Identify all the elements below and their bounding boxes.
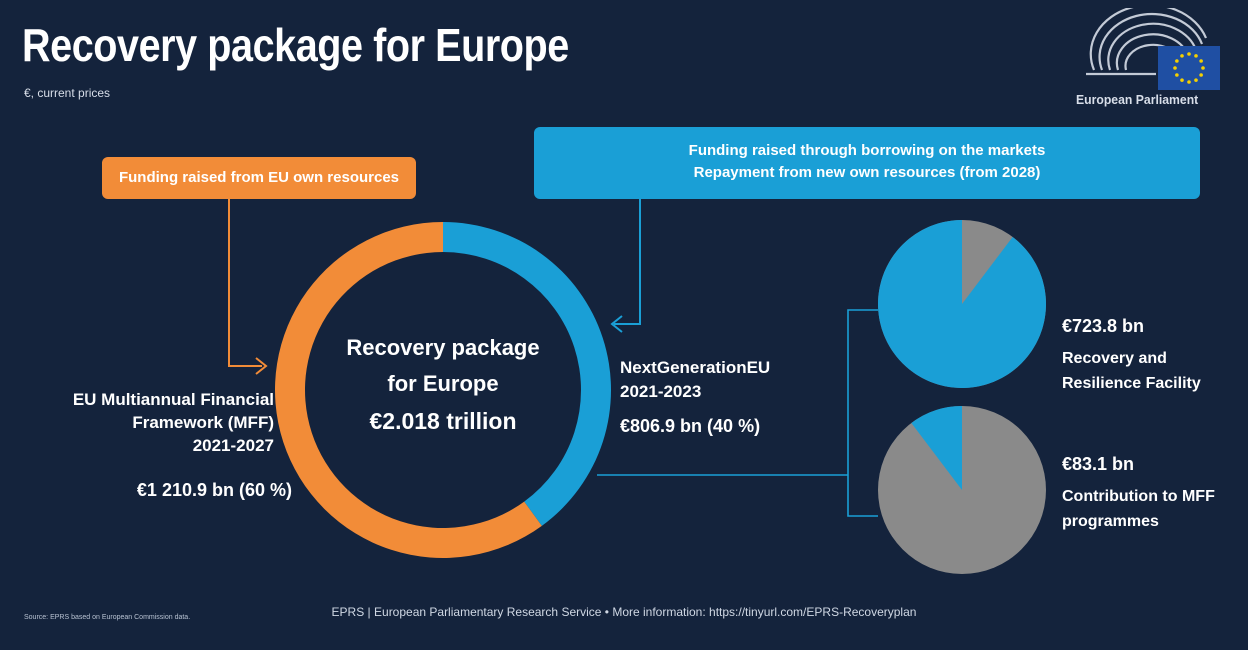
mff-label-line1: EU Multiannual Financial (72, 390, 274, 409)
donut-center-total: €2.018 trillion (369, 408, 517, 434)
donut-center-line2: for Europe (387, 371, 499, 396)
pie-connector (597, 309, 878, 517)
eu-star (1199, 73, 1203, 77)
own-resources-callout: Funding raised from EU own resources (102, 157, 416, 199)
logo-text: European Parliament (1076, 92, 1199, 107)
mff-contribution-pie-chart (878, 406, 1046, 574)
source-note: Source: EPRS based on European Commissio… (24, 614, 191, 621)
eu-star (1194, 54, 1198, 58)
eu-star (1187, 80, 1191, 84)
mff-label: EU Multiannual Financial Framework (MFF)… (40, 388, 274, 457)
page-subtitle: €, current prices (24, 86, 111, 100)
rrf-label-line1: Recovery and (1062, 350, 1167, 367)
borrowing-callout: Funding raised through borrowing on the … (534, 127, 1200, 199)
eu-star (1173, 66, 1177, 70)
mff-contribution-label-line1: Contribution to MFF (1062, 488, 1215, 505)
donut-center-label: Recovery package for Europe (333, 330, 553, 402)
ngeu-label-line1: NextGenerationEU (620, 358, 771, 377)
footer-credit: EPRS | European Parliamentary Research S… (331, 605, 917, 619)
donut-slice-ngeu (443, 222, 612, 526)
borrowing-callout-line2: Repayment from new own resources (from 2… (693, 164, 1041, 181)
pie-slice-highlight (878, 220, 1046, 388)
european-parliament-logo (1086, 8, 1220, 90)
ngeu-label: NextGenerationEU 2021-2023 (620, 356, 770, 404)
page-title: Recovery package for Europe (22, 19, 569, 71)
mff-contribution-value: €83.1 bn (1062, 454, 1135, 474)
donut-slice-mff (275, 222, 542, 558)
orange-connector (228, 199, 268, 375)
eu-star (1175, 73, 1179, 77)
borrowing-callout-line1: Funding raised through borrowing on the … (688, 142, 1046, 159)
recovery-donut-chart (275, 222, 612, 558)
blue-connector (610, 199, 641, 333)
eu-star (1187, 52, 1191, 56)
mff-label-line3: 2021-2027 (192, 436, 274, 455)
rrf-label: Recovery and Resilience Facility (1062, 346, 1201, 396)
eu-star (1180, 78, 1184, 82)
eu-star (1201, 66, 1205, 70)
rrf-label-line2: Resilience Facility (1062, 375, 1201, 392)
mff-label-line2: Framework (MFF) (132, 413, 274, 432)
mff-value: €1 210.9 bn (60 %) (136, 480, 292, 500)
pie-slice-highlight (911, 406, 962, 490)
rrf-value: €723.8 bn (1062, 316, 1145, 336)
mff-contribution-label-line2: programmes (1062, 513, 1159, 530)
rrf-pie-chart (878, 220, 1046, 388)
ngeu-label-line2: 2021-2023 (620, 382, 702, 401)
eu-star (1194, 78, 1198, 82)
eu-star (1199, 59, 1203, 63)
mff-contribution-label: Contribution to MFF programmes (1062, 484, 1215, 534)
eu-star (1175, 59, 1179, 63)
eu-star (1180, 54, 1184, 58)
ngeu-value: €806.9 bn (40 %) (620, 416, 761, 436)
donut-center-line1: Recovery package (346, 335, 540, 360)
